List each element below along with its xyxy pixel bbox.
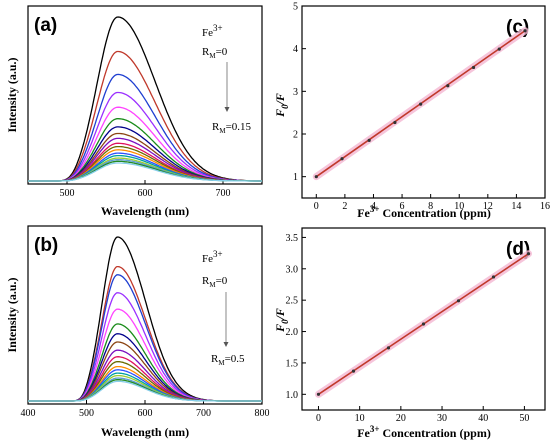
paneld-data-point	[316, 392, 321, 396]
panel-b-ion-label: Fe3+	[202, 249, 223, 265]
panel-b-xlabel: Wavelength (nm)	[101, 425, 189, 439]
panelc-data-point	[314, 175, 318, 179]
panel-b-start-label: RM=0	[202, 275, 228, 289]
panela-xtick-label: 700	[216, 188, 231, 199]
panel-c-xlabel: Fe3+ Concentration (ppm)	[357, 204, 491, 220]
panelc-data-point	[393, 120, 397, 125]
panel-b-label: (b)	[34, 235, 58, 256]
panelb-xtick-label: 600	[138, 408, 153, 419]
panelc-data-point	[419, 102, 423, 106]
panel-b-end-label: RM=0.5	[211, 353, 245, 367]
panel-a-ion-label: Fe3+	[202, 23, 223, 39]
panel-d-ylabel: F0/F	[273, 308, 290, 333]
panela-xtick-label: 500	[60, 188, 75, 199]
panel-a-arrowhead	[224, 107, 230, 112]
panelc-ytick-label: 3	[293, 87, 298, 98]
panel-a: (a) Wavelength (nm) Intensity (a.u.) 500…	[5, 5, 263, 218]
paneld-xtick-label: 10	[355, 413, 365, 424]
panelc-xtick-label: 16	[540, 201, 550, 212]
panel-a-end-label: RM=0.15	[212, 121, 252, 135]
paneld-data-point	[386, 346, 391, 350]
panel-a-ylabel: Intensity (a.u.)	[5, 57, 19, 132]
panelc-ytick-label: 2	[293, 130, 298, 141]
panelb-series-line	[28, 380, 262, 402]
panelb-xtick-label: 500	[79, 408, 94, 419]
paneld-xtick-label: 40	[478, 413, 488, 424]
panelb-series-line	[28, 341, 262, 402]
paneld-ytick-label: 2.5	[286, 296, 299, 307]
panelb-xtick-label: 400	[21, 408, 36, 419]
panelb-xtick-label: 800	[255, 408, 270, 419]
panelc-xtick-label: 2	[342, 201, 347, 212]
panelc-xtick-label: 6	[400, 201, 405, 212]
panelc-data-point	[471, 65, 476, 70]
panelc-xtick-label: 12	[483, 201, 493, 212]
panela-series-line	[28, 162, 262, 182]
panel-b: (b) Wavelength (nm) Intensity (a.u.) 400…	[5, 225, 270, 439]
panelc-xtick-label: 0	[314, 201, 319, 212]
paneld-data-point	[351, 369, 356, 373]
panel-b-arrowhead	[223, 342, 229, 347]
paneld-xtick-label: 50	[519, 413, 529, 424]
paneld-xtick-label: 20	[396, 413, 406, 424]
panelc-ytick-label: 1	[293, 172, 298, 183]
panelc-data-point	[446, 84, 450, 88]
paneld-data-point	[526, 252, 531, 256]
panelc-data-point	[340, 157, 344, 161]
paneld-xtick-label: 30	[437, 413, 447, 424]
panela-xtick-label: 600	[138, 188, 153, 199]
panelc-data-point	[367, 138, 371, 142]
paneld-ytick-label: 1.0	[286, 390, 299, 401]
paneld-xtick-label: 0	[316, 413, 321, 424]
paneld-ytick-label: 3.0	[286, 264, 299, 275]
panelc-xtick-label: 10	[454, 201, 464, 212]
paneld-ytick-label: 3.5	[286, 233, 299, 244]
panelb-series-line	[28, 379, 262, 402]
panelb-xtick-label: 700	[196, 408, 211, 419]
paneld-data-point	[491, 275, 496, 279]
panel-d-frame	[301, 227, 546, 411]
panel-c-frame	[301, 5, 546, 199]
panel-c-ylabel: F0/F	[273, 93, 290, 118]
paneld-data-point	[456, 299, 461, 303]
panel-b-ylabel: Intensity (a.u.)	[5, 277, 19, 352]
panel-a-xlabel: Wavelength (nm)	[101, 204, 189, 218]
paneld-ytick-label: 2.0	[286, 327, 299, 338]
panelc-data-point	[497, 47, 501, 51]
panelc-ytick-label: 4	[293, 44, 298, 55]
panel-d-xlabel: Fe3+ Concentration (ppm)	[357, 424, 491, 440]
paneld-data-point	[421, 322, 426, 326]
panelc-xtick-label: 14	[511, 201, 521, 212]
panel-a-label: (a)	[34, 15, 57, 36]
panelc-data-point	[523, 29, 527, 33]
paneld-ytick-label: 1.5	[286, 358, 299, 369]
panel-a-start-label: RM=0	[202, 46, 228, 60]
panelc-xtick-label: 4	[371, 201, 376, 212]
panel-d: (d) Fe3+ Concentration (ppm) F0/F 0 10 20 3…	[273, 227, 546, 440]
panelc-xtick-label: 8	[428, 201, 433, 212]
panelc-ytick-label: 5	[293, 2, 298, 13]
